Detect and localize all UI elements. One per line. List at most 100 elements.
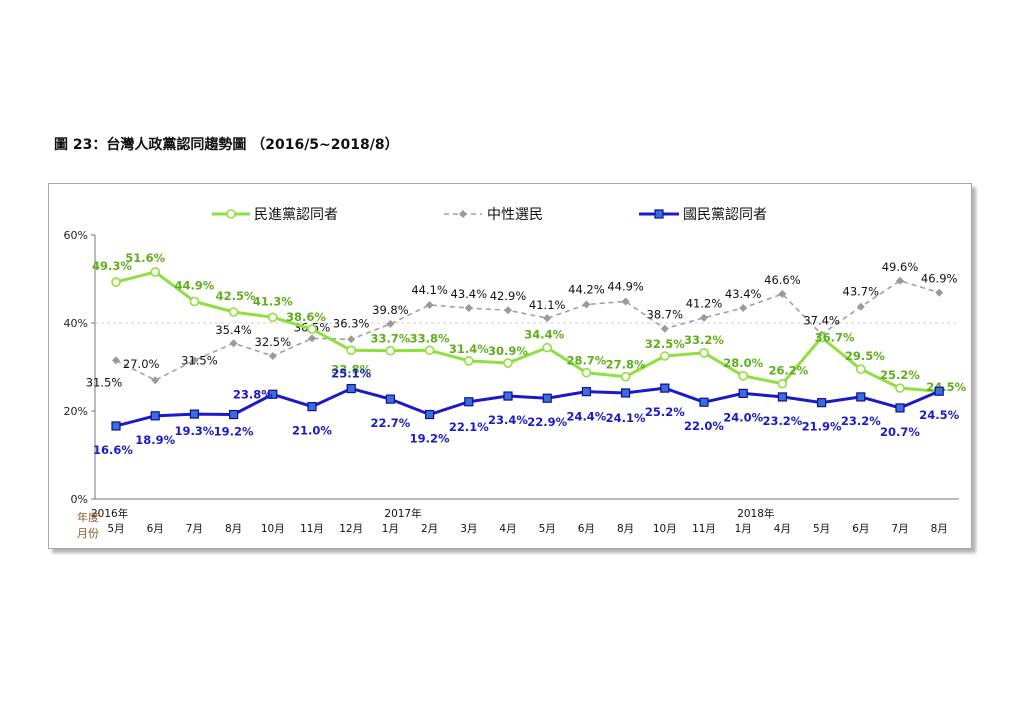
chart-axes: 0% 20% 40% 60% 5月 6月 7月 8月 10月 11月 12月 1月 2月 3月 4月 5月 6月… [64, 229, 959, 540]
data-point-blue [934, 386, 944, 396]
legend-item-2: 國民黨認同者 [639, 207, 767, 223]
data-label: 25.2% [645, 405, 685, 419]
x-tick-label: 10月 [653, 523, 677, 535]
x-tick-label: 5月 [107, 523, 124, 535]
chart-plot-area: 31.5%27.0%31.5%35.4%32.5%36.5%36.3%39.8%… [86, 251, 967, 457]
data-label: 43.7% [843, 285, 880, 299]
data-label: 44.9% [174, 278, 214, 292]
data-label: 28.0% [723, 356, 763, 370]
data-label: 24.0% [723, 410, 763, 424]
data-point-gray [660, 324, 669, 333]
data-label: 36.3% [333, 316, 370, 330]
x-year-label: 2017年 [384, 507, 421, 520]
figure-caption: 圖 23：台灣人政黨認同趨勢圖 （2016/5~2018/8） [54, 137, 399, 153]
chart-legend: 民進黨認同者 中性選民 國民黨認同者 [212, 207, 767, 223]
data-label: 49.3% [92, 259, 132, 273]
x-tick-label: 7月 [891, 523, 908, 535]
data-point-green [503, 358, 513, 368]
data-point-gray [229, 339, 238, 348]
data-label: 49.6% [882, 260, 919, 274]
x-year-label: 2018年 [737, 507, 774, 520]
data-point-green [659, 351, 670, 361]
series-2: 16.6%18.9%19.3% 19.2%23.8%21.0%25.1%22.7%… [93, 367, 960, 457]
legend-item-1: 中性選民 [444, 207, 543, 223]
data-point-green [307, 324, 317, 334]
data-point-blue [346, 383, 356, 394]
data-point-gray [935, 288, 944, 297]
data-point-blue [816, 398, 827, 408]
x-tick-label: 2月 [421, 523, 438, 535]
data-point-gray [504, 306, 512, 315]
data-point-gray [543, 314, 552, 323]
data-point-gray [151, 376, 160, 385]
data-label: 34.4% [524, 328, 564, 342]
data-point-blue [581, 387, 592, 397]
data-point-green [816, 332, 827, 343]
data-label: 25.2% [880, 368, 920, 382]
data-point-blue [189, 409, 199, 419]
data-point-green [346, 345, 357, 356]
data-point-gray [464, 304, 473, 313]
data-point-green [620, 371, 631, 382]
data-label: 19.2% [214, 425, 254, 439]
data-label: 33.7% [370, 332, 410, 346]
data-label: 24.1% [606, 411, 646, 425]
x-tick-label: 12月 [339, 523, 363, 535]
data-label: 25.1% [331, 367, 371, 381]
data-point-blue [895, 403, 905, 413]
data-point-blue [542, 393, 552, 403]
data-point-blue [699, 397, 709, 407]
data-label: 42.9% [490, 289, 527, 303]
data-label: 23.2% [762, 414, 802, 428]
data-label: 46.9% [921, 272, 958, 286]
data-point-green [463, 356, 474, 366]
data-point-gray [386, 319, 395, 328]
legend-item-0: 民進黨認同者 [212, 207, 338, 223]
x-year-label: 2016年 [91, 507, 128, 520]
x-tick-label: 8月 [617, 523, 634, 535]
data-label: 43.4% [451, 287, 488, 301]
data-point-gray [856, 302, 865, 311]
data-label: 23.8% [233, 387, 273, 401]
data-point-green [268, 312, 278, 323]
data-label: 21.9% [802, 420, 842, 434]
data-point-green [777, 378, 788, 389]
x-tick-label: 3月 [460, 523, 477, 535]
data-point-green [542, 342, 553, 353]
data-label: 33.8% [410, 331, 450, 345]
data-point-blue [385, 394, 395, 404]
data-label: 32.5% [645, 337, 685, 351]
data-label: 18.9% [135, 433, 175, 447]
data-label: 27.8% [606, 358, 646, 372]
data-point-green [895, 383, 905, 393]
data-label: 36.7% [815, 331, 855, 345]
data-label: 29.5% [845, 349, 885, 363]
x-row-label-month: 月份 [77, 527, 99, 540]
legend-label: 中性選民 [487, 207, 543, 223]
data-point-blue [229, 409, 239, 420]
data-point-green [111, 277, 121, 287]
data-label: 51.6% [125, 251, 165, 265]
data-label: 43.4% [725, 287, 762, 301]
data-point-gray [896, 276, 904, 285]
data-point-gray [425, 300, 434, 309]
data-label: 33.2% [684, 333, 724, 347]
data-label: 41.2% [686, 297, 723, 311]
data-label: 44.2% [568, 283, 605, 297]
data-point-green [189, 296, 200, 307]
data-point-gray [112, 356, 120, 365]
data-label: 31.4% [449, 342, 489, 356]
data-label: 39.8% [372, 303, 409, 317]
x-tick-label: 4月 [499, 523, 516, 535]
x-tick-label: 6月 [578, 523, 595, 535]
data-label: 24.5% [926, 380, 966, 394]
data-label: 26.2% [768, 364, 808, 378]
x-tick-label: 8月 [931, 523, 948, 535]
y-tick-label: 40% [64, 317, 88, 330]
data-point-blue [738, 388, 748, 398]
data-label: 38.7% [647, 308, 684, 322]
data-point-green [855, 364, 866, 374]
data-point-green [699, 348, 709, 358]
data-label: 30.9% [488, 344, 528, 358]
data-point-gray [268, 352, 277, 360]
